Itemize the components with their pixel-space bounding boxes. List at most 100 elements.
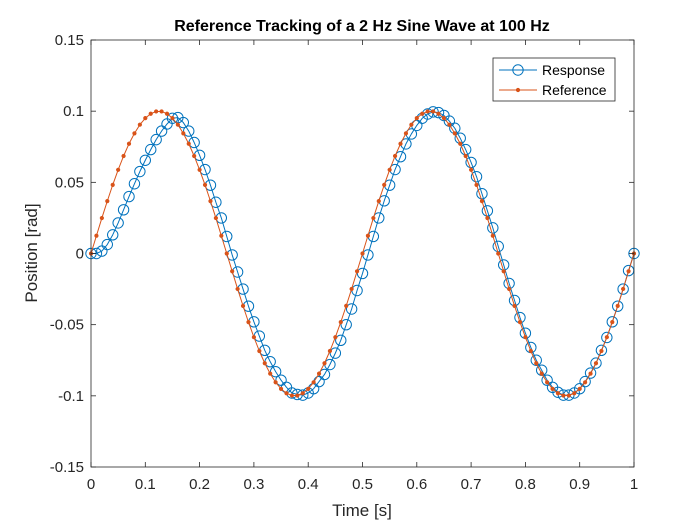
y-tick-label: -0.15 [50,459,84,476]
data-point-reference [626,269,631,274]
data-point-reference [192,153,197,159]
data-point-response [584,367,597,379]
data-point-reference [99,215,104,221]
data-point-reference [441,116,447,121]
data-point-response [101,238,113,251]
x-tick-label: 0.4 [298,476,319,493]
data-point-response [166,112,179,124]
data-point-response [340,318,352,331]
data-point-response [590,357,602,369]
data-point-reference [555,391,561,396]
data-point-reference [246,320,251,325]
data-point-reference [159,109,164,114]
data-point-response [134,165,146,178]
data-point-reference [420,111,425,116]
data-point-reference [463,153,468,159]
data-point-response [552,386,564,398]
data-point-response [139,154,152,166]
data-point-response [487,222,499,234]
data-point-reference [425,109,430,114]
data-point-reference [474,182,479,187]
data-point-reference [349,286,354,292]
x-tick-label: 0.5 [352,476,373,493]
data-point-reference [94,233,99,238]
data-point-reference [479,199,485,204]
data-point-reference [496,251,501,256]
data-point-response [107,229,119,241]
data-point-reference [621,286,626,292]
data-point-reference [322,361,327,366]
data-point-reference [566,393,571,398]
data-point-response [356,267,369,280]
data-point-reference [430,109,436,114]
data-point-reference [534,361,539,366]
data-point-reference [452,131,457,136]
data-point-reference [105,199,110,204]
data-point-reference [414,116,419,121]
data-point-response [150,133,162,146]
data-point-response [606,316,618,328]
x-axis-label: Time [s] [332,501,392,520]
x-tick-label: 0.1 [135,476,156,493]
y-tick-label: -0.1 [58,388,84,405]
data-point-reference [306,386,311,391]
y-tick-label: 0.1 [63,103,84,120]
data-point-reference [213,215,218,221]
data-point-reference [300,391,305,396]
data-point-reference [512,303,517,308]
data-point-reference [262,361,267,366]
data-point-reference [539,371,544,376]
data-point-reference [338,320,343,325]
y-tick-label: 0.15 [55,32,84,49]
y-tick-label: -0.05 [50,317,84,334]
data-point-reference [485,215,490,221]
data-point-reference [327,348,333,354]
data-point-reference [604,335,609,340]
data-point-response [465,156,477,169]
data-point-response [183,125,195,137]
data-point-reference [517,320,523,325]
data-point-reference [593,361,599,366]
data-point-reference [143,116,148,121]
data-point-reference [268,371,273,376]
data-point-response [155,125,168,137]
x-tick-label: 0.9 [569,476,590,493]
data-point-reference [447,122,452,127]
data-point-response [145,143,157,156]
data-point-reference [311,380,316,385]
data-point-response [574,383,586,395]
y-axis-label: Position [rad] [22,203,41,302]
legend-response-marker [512,64,524,76]
data-point-response [275,374,287,386]
data-point-reference [110,182,115,187]
legend-reference-label: Reference [542,82,607,98]
axes-layer: 0 0.1 0.2 0.3 0.4 0.5 0.6 0.7 0.8 0.9 1 -0.15 -0.1 -0… [50,32,638,493]
data-point-reference [403,131,409,136]
data-point-response [476,188,488,200]
data-point-reference [382,182,387,187]
x-tick-label: 0.2 [189,476,210,493]
data-point-reference [436,111,441,116]
data-point-response [123,190,135,203]
data-point-reference [202,182,208,187]
data-point-response [345,303,358,315]
data-point-reference [360,251,365,256]
data-point-reference [164,111,170,116]
data-point-reference [599,348,604,354]
x-tick-label: 0.6 [406,476,427,493]
data-point-response [470,170,483,183]
data-point-reference [365,233,371,238]
data-point-response [335,334,347,347]
series-reference [88,109,637,398]
data-point-reference [528,348,533,354]
data-point-response [617,283,629,295]
x-tick-label: 0 [87,476,95,493]
y-tick-label: 0.05 [55,174,84,191]
data-point-reference [219,233,224,238]
data-point-response [112,217,124,229]
data-point-response [530,354,542,366]
data-point-reference [295,393,300,398]
data-point-reference [175,122,180,127]
